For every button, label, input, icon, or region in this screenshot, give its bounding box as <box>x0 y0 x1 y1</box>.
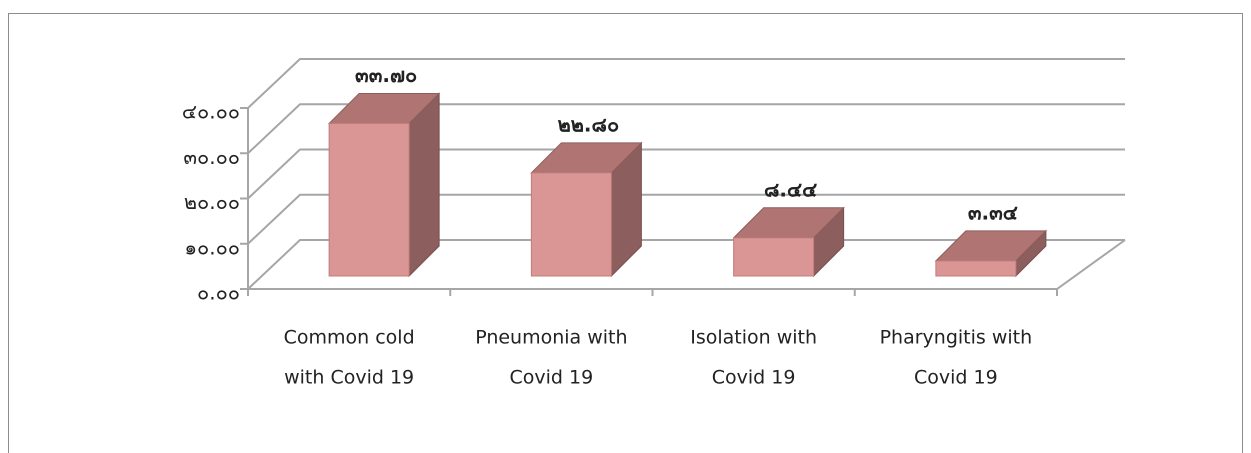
y-tick-label: ๑๐.๐๐ <box>184 235 240 259</box>
y-tick-label: ๐.๐๐ <box>197 281 240 305</box>
x-tick-label: Isolation with <box>690 327 817 349</box>
grid-line <box>247 148 1125 200</box>
data-label: ๘.๔๔ <box>764 177 817 201</box>
grid-line <box>247 58 1125 109</box>
x-tick-label: Covid 19 <box>914 367 998 389</box>
bar <box>935 260 1017 277</box>
data-label: ๒๒.๘๐ <box>558 112 620 136</box>
y-tick-label: ๓๐.๐๐ <box>183 145 240 169</box>
x-tick-label: Covid 19 <box>510 367 594 389</box>
grid-line <box>247 239 1125 290</box>
bar <box>733 237 815 277</box>
y-tick-label: ๒๐.๐๐ <box>184 190 240 214</box>
chart-border <box>8 13 1243 453</box>
x-tick-label: Covid 19 <box>712 367 796 389</box>
x-tick-label: with Covid 19 <box>284 367 414 389</box>
grid-line <box>247 103 1125 154</box>
x-tick-label: Common cold <box>284 327 415 349</box>
y-tick-label: ๔๐.๐๐ <box>182 100 240 124</box>
bar <box>328 123 410 277</box>
bar <box>530 172 612 277</box>
data-label: ๓.๓๔ <box>968 200 1018 224</box>
x-tick-label: Pneumonia with <box>475 327 627 349</box>
grid-line <box>247 193 1125 245</box>
data-label: ๓๓.๗๐ <box>355 63 417 87</box>
bar-side <box>408 92 440 278</box>
x-tick-label: Pharyngitis with <box>880 327 1033 349</box>
